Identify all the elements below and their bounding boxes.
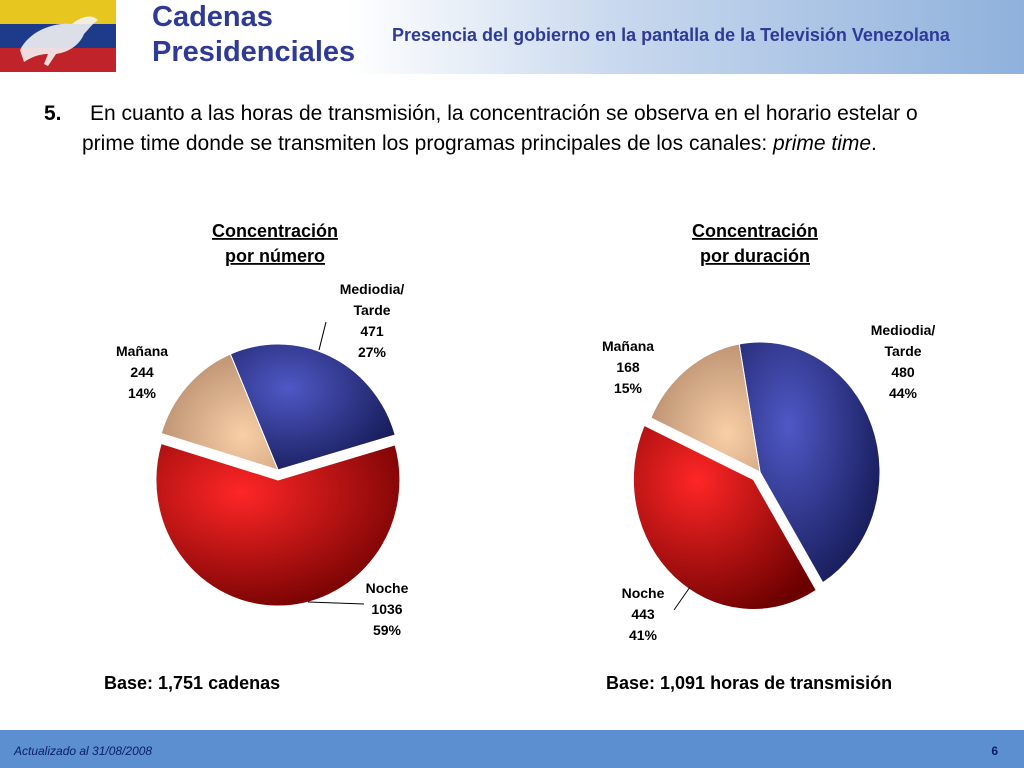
chart-1-slice-mediodia-tarde bbox=[229, 343, 396, 471]
logo bbox=[0, 0, 116, 72]
chart-1-value-manana: 244 bbox=[130, 364, 154, 380]
title-line-1: Cadenas bbox=[152, 1, 273, 33]
chart-2-value-mediodia: 480 bbox=[891, 364, 915, 380]
chart-1-label-mediodia-line-2: Tarde bbox=[353, 302, 390, 318]
chart-2-label-mediodia-line-2: Tarde bbox=[884, 343, 921, 359]
chart-1-percent-manana: 14% bbox=[128, 385, 157, 401]
chart-1-label-noche: Noche bbox=[366, 580, 409, 596]
chart-2-percent-mediodia: 44% bbox=[889, 385, 918, 401]
footer-bar: Actualizado al 31/08/2008 6 bbox=[0, 730, 1024, 768]
chart-1-slice-manana bbox=[160, 353, 279, 471]
chart-2-percent-noche: 41% bbox=[629, 627, 658, 643]
chart-1-label-mediodia-line-1: Mediodia/ bbox=[340, 281, 405, 297]
point-number: 5. bbox=[44, 102, 62, 125]
page-subtitle: Presencia del gobierno en la pantalla de… bbox=[392, 25, 950, 45]
chart-2-slice-noche bbox=[632, 424, 817, 610]
chart-2-slice-manana bbox=[650, 343, 761, 473]
chart-1-leader-noche bbox=[307, 601, 365, 605]
point-text-emphasis: prime time bbox=[773, 132, 872, 155]
chart-1-value-noche: 1036 bbox=[371, 601, 402, 617]
chart-2-percent-manana: 15% bbox=[614, 380, 643, 396]
page-number: 6 bbox=[991, 744, 998, 758]
charts-area: Concentración por número Mediodia/ Tarde… bbox=[116, 221, 935, 643]
chart-2-slice-mediodia-tarde bbox=[738, 341, 881, 584]
point-text-line-1: En cuanto a las horas de transmisión, la… bbox=[90, 102, 918, 125]
chart-1-value-mediodia: 471 bbox=[360, 323, 384, 339]
point-text-line-2-suffix: . bbox=[871, 132, 877, 155]
chart-2-label-manana: Mañana bbox=[602, 338, 654, 354]
chart-2-leader-noche bbox=[673, 586, 691, 611]
chart-1-base-note: Base: 1,751 cadenas bbox=[104, 673, 281, 693]
page-title: Cadenas Presidenciales bbox=[152, 0, 392, 70]
chart-1-slice-noche bbox=[155, 442, 401, 607]
pie-chart-1: Concentración por número Mediodia/ Tarde… bbox=[116, 221, 409, 638]
header-bar: Cadenas Presidenciales Presencia del gob… bbox=[0, 0, 1024, 74]
pie-chart-2: Concentración por duración Mediodia/ Tar… bbox=[602, 221, 935, 643]
chart-2-base-note: Base: 1,091 horas de transmisión bbox=[606, 673, 893, 693]
chart-1-title-line-2: por número bbox=[225, 246, 325, 266]
chart-2-value-manana: 168 bbox=[616, 359, 640, 375]
chart-2-value-noche: 443 bbox=[631, 606, 655, 622]
chart-2-title-line-1: Concentración bbox=[692, 221, 818, 241]
chart-1-title-line-1: Concentración bbox=[212, 221, 338, 241]
chart-2-label-mediodia-line-1: Mediodia/ bbox=[871, 322, 936, 338]
title-line-2: Presidenciales bbox=[152, 36, 356, 68]
point-text-line-2: prime time donde se transmiten los progr… bbox=[82, 130, 877, 158]
chart-1-percent-noche: 59% bbox=[373, 622, 402, 638]
chart-1-label-manana: Mañana bbox=[116, 343, 168, 359]
flag-horse-logo bbox=[0, 0, 116, 72]
chart-1-leader-mediodia bbox=[318, 321, 327, 351]
chart-2-title-line-2: por duración bbox=[700, 246, 810, 266]
point-text-line-2-prefix: prime time donde se transmiten los progr… bbox=[82, 132, 774, 155]
updated-date: Actualizado al 31/08/2008 bbox=[14, 744, 153, 758]
chart-1-percent-mediodia: 27% bbox=[358, 344, 387, 360]
chart-2-label-noche: Noche bbox=[622, 585, 665, 601]
